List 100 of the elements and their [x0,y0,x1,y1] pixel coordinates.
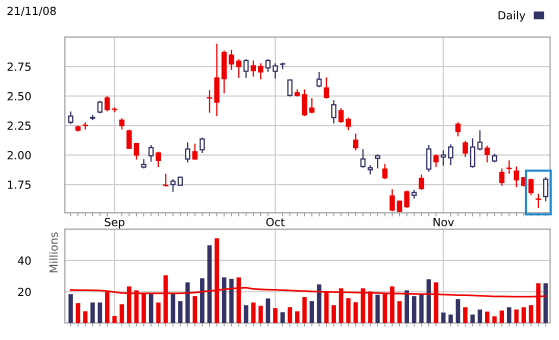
bar [500,310,504,323]
bar [478,310,482,323]
bar [222,277,226,323]
bar [310,301,314,323]
bar [426,279,431,323]
bar [244,305,248,323]
bar [456,299,460,323]
bar [280,312,285,323]
bar [514,310,519,323]
candlestick [316,72,322,88]
bar [302,297,307,323]
candlestick [470,138,476,168]
bar [76,303,80,323]
bar [68,294,73,323]
candlestick [265,59,271,72]
bar [441,312,446,323]
bar [258,306,263,323]
bar [185,282,190,323]
x-tick-label: Nov [434,218,454,226]
candlestick [82,122,88,130]
bar [288,307,292,323]
candlestick [506,160,512,174]
y-tick-label: 40 [18,256,31,265]
candlestick [368,165,373,174]
bar [522,307,526,323]
candlestick [396,200,402,212]
candlestick [433,154,439,168]
bar [295,311,300,323]
y-tick-label: 2.25 [8,122,31,130]
candlestick [141,159,146,168]
candlestick [148,144,154,162]
candlestick [418,174,424,190]
bar [170,293,176,323]
bar [148,294,154,323]
bar [404,290,410,323]
candlestick [514,166,520,188]
y-tick-label: 2.75 [8,62,31,71]
candlestick [374,154,380,168]
candlestick [404,190,410,208]
candlestick [200,138,205,153]
candlestick [426,144,432,172]
bar [375,294,380,323]
candlestick [309,98,314,114]
candlestick [448,144,454,166]
candlestick [543,177,548,202]
candlestick [119,118,124,130]
y-tick-label: 2.00 [8,151,31,160]
candlestick [455,122,461,136]
candlestick [477,130,483,150]
bar [83,311,88,323]
chart-title: 21/11/08 [8,6,56,16]
bar [528,305,534,323]
candlestick [440,150,446,166]
candlestick [353,134,358,150]
candlestick [236,59,242,78]
bar [397,301,402,323]
bar [200,278,204,323]
candlestick [184,142,190,162]
bar [120,304,124,323]
candlestick [536,194,542,208]
x-tick-label: Oct [266,218,285,226]
candlestick [528,178,534,196]
bar [463,307,468,323]
candlestick [126,130,132,149]
bar [98,302,102,323]
bar [346,298,351,323]
y-tick-label: 20 [18,288,31,296]
candlestick [484,146,490,162]
bar [178,301,182,323]
candlestick [462,140,468,157]
x-tick-label: Sep [104,218,124,228]
candlestick [287,79,293,97]
candlestick [104,96,110,112]
bar [448,314,453,323]
bar [316,284,322,323]
candlestick [324,77,330,99]
candlestick [331,100,336,124]
bar [192,296,198,323]
candlestick [272,63,278,79]
bar [485,312,490,323]
candlestick [228,50,234,70]
candlestick [499,168,504,186]
bar [470,314,475,323]
bar [156,302,161,323]
bar [543,283,548,323]
candlestick [382,164,388,180]
bar [266,298,270,323]
bar [506,307,512,323]
candlestick [192,144,198,160]
candlestick [134,142,140,160]
candlestick [302,89,308,116]
candlestick [346,118,352,130]
legend-label: Daily [498,10,526,22]
bar [332,305,336,323]
bar [251,302,256,323]
candlestick [97,100,103,114]
bar [353,302,358,323]
candlestick [68,111,74,124]
y-tick-label: 1.75 [8,180,31,189]
y-tick-label: 2.50 [8,92,31,100]
